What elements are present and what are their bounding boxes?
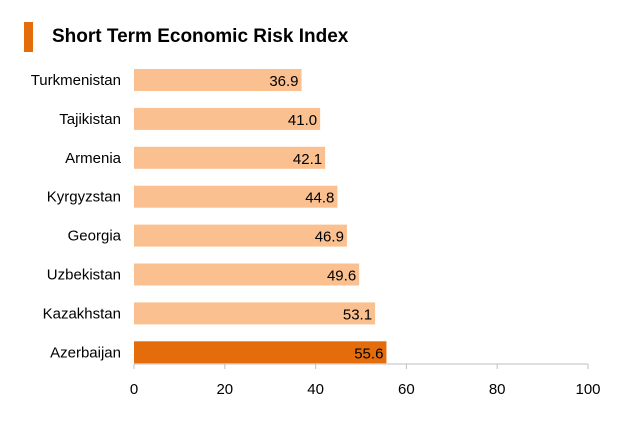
data-label: 55.6 [354, 345, 383, 362]
data-label: 41.0 [288, 112, 317, 129]
x-tick-label: 60 [398, 381, 415, 398]
chart-title: Short Term Economic Risk Index [52, 26, 349, 47]
chart-title-row: Short Term Economic Risk Index [24, 22, 348, 52]
bar [134, 224, 347, 247]
x-tick-label: 100 [575, 381, 600, 398]
data-label: 53.1 [343, 306, 372, 323]
bar [134, 263, 360, 286]
bar [134, 107, 321, 130]
title-marker [24, 22, 33, 52]
category-label: Uzbekistan [47, 267, 121, 284]
category-label: Turkmenistan [31, 72, 121, 89]
category-label: Georgia [68, 228, 122, 245]
x-tick-label: 0 [130, 381, 138, 398]
category-label: Kazakhstan [43, 305, 121, 322]
bar [134, 341, 387, 364]
x-tick-label: 20 [216, 381, 233, 398]
bar [134, 185, 338, 208]
category-label: Kyrgyzstan [47, 189, 121, 206]
bar [134, 302, 376, 325]
category-label: Armenia [65, 150, 122, 167]
data-label: 44.8 [305, 190, 334, 207]
data-label: 42.1 [293, 151, 322, 168]
data-label: 46.9 [315, 229, 344, 246]
x-tick-label: 40 [307, 381, 324, 398]
data-label: 49.6 [327, 268, 356, 285]
data-label: 36.9 [269, 73, 298, 90]
bar [134, 69, 302, 91]
category-label: Tajikistan [59, 111, 121, 128]
category-label: Azerbaijan [50, 344, 121, 361]
bar [134, 146, 326, 169]
x-tick-label: 80 [489, 381, 506, 398]
